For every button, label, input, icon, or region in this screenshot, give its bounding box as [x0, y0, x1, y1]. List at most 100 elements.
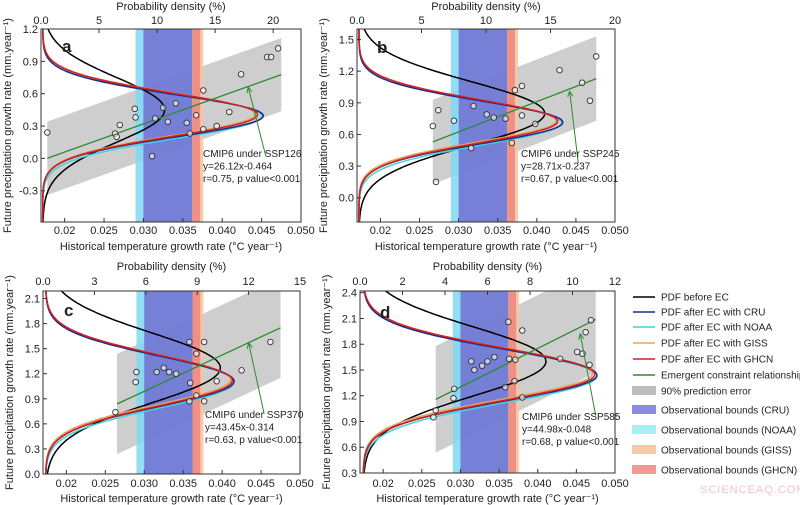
model-point — [450, 395, 457, 402]
model-point — [165, 368, 173, 376]
pdf-curve-ghcn — [45, 291, 234, 474]
model-point — [200, 338, 208, 346]
x-tick-label: 0.02 — [56, 478, 77, 490]
y-tick-label: 1.2 — [342, 391, 357, 403]
prob-tick-label: 15 — [544, 15, 556, 27]
legend-item: Observational bounds (CRU) — [632, 405, 789, 417]
legend-item: Observational bounds (GISS) — [632, 445, 792, 457]
model-point — [483, 111, 491, 118]
model-point — [582, 328, 589, 336]
model-point — [484, 358, 491, 365]
x-tick-label: 0.035 — [169, 225, 197, 237]
model-point — [200, 87, 207, 94]
x-tick-label: 0.035 — [169, 478, 197, 490]
legend-item: PDF after EC with NOAA — [633, 323, 772, 334]
top-axis-title: Probability density (%) — [117, 261, 226, 273]
annotation-text: r=0.63, p value<0.001 — [205, 435, 303, 446]
model-point — [556, 66, 563, 74]
model-point — [267, 53, 275, 61]
x-tick-label: 0.030 — [447, 478, 475, 490]
model-point — [213, 377, 220, 385]
annotation-arrow — [579, 333, 597, 416]
obs-bound-ghcn — [192, 29, 201, 222]
model-point — [468, 358, 475, 365]
arrow-head — [578, 332, 585, 340]
model-point — [471, 366, 478, 374]
model-point — [186, 130, 194, 137]
model-point — [153, 368, 160, 376]
legend: PDF before EC PDF after EC with CRU PDF af… — [632, 293, 800, 477]
prob-tick-label: 6 — [143, 276, 149, 288]
panel-c: 0.02 0.025 0.030 0.035 0.040 0.045 0.050 2.1 1.8… — [4, 261, 314, 505]
x-tick-label: 0.035 — [485, 478, 513, 490]
prob-tick-label: 0.0 — [35, 276, 50, 288]
model-point — [44, 129, 51, 136]
prob-tick-label: 20 — [267, 15, 279, 27]
pdf-curve-before — [42, 29, 166, 222]
arrow-head — [246, 341, 253, 349]
annotation-text: CMIP6 under SSP370 — [205, 410, 304, 421]
legend-label: Observational bounds (NOAA) — [661, 426, 796, 437]
emergent-constraint-line — [47, 74, 282, 159]
y-tick-label: 0.3 — [23, 121, 38, 133]
legend-label: PDF after EC with NOAA — [661, 323, 772, 334]
model-point — [172, 100, 179, 107]
legend-label: PDF after EC with GISS — [661, 339, 768, 350]
y-tick-label: 1.8 — [342, 339, 357, 351]
model-point — [131, 105, 139, 113]
legend-item: 90% prediction error — [632, 386, 752, 398]
annotation-arrow — [247, 87, 267, 156]
x-tick-label: 0.040 — [208, 478, 236, 490]
legend-swatch — [632, 445, 656, 454]
model-point — [512, 356, 519, 363]
model-point — [518, 82, 526, 90]
y-tick-label: 1.5 — [342, 365, 357, 377]
model-point — [519, 327, 526, 334]
legend-swatch — [632, 465, 656, 474]
prob-tick-label: 9 — [194, 276, 200, 288]
panel-letter: b — [377, 38, 387, 57]
panel-letter: c — [64, 301, 73, 320]
y-tick-label: 0.6 — [342, 442, 357, 454]
annotation-text: r=0.68, p value<0.001 — [522, 437, 620, 448]
annotation-arrow — [569, 91, 579, 163]
prob-tick-label: 10 — [566, 276, 578, 288]
model-point — [592, 53, 600, 60]
legend-swatch — [632, 425, 656, 434]
legend-item: PDF after EC with GISS — [633, 339, 768, 350]
model-point — [238, 367, 245, 374]
model-point — [511, 86, 519, 94]
x-tick-label: 0.045 — [248, 225, 276, 237]
legend-item: Observational bounds (NOAA) — [632, 425, 796, 437]
model-point — [133, 368, 140, 376]
model-point — [502, 383, 509, 391]
legend-item: PDF after EC with CRU — [633, 308, 765, 319]
plot-area — [44, 291, 281, 474]
panel-b: 0.02 0.025 0.030 0.035 0.040 0.045 0.050 1.5 1.2… — [318, 1, 629, 253]
x-tick-label: 0.035 — [484, 225, 512, 237]
x-tick-label: 0.040 — [524, 478, 552, 490]
emergent-constraint-line — [116, 327, 281, 405]
model-point — [237, 71, 245, 78]
x-axis-title: Historical temperature growth rate (°C y… — [376, 493, 598, 505]
panel-d: 0.02 0.025 0.030 0.035 0.040 0.045 0.0502.42.1… — [321, 261, 629, 505]
model-point — [112, 408, 119, 416]
model-point — [186, 379, 194, 387]
model-point — [532, 120, 539, 128]
model-point — [451, 385, 458, 393]
model-point — [186, 398, 193, 405]
prob-tick-label: 2 — [399, 276, 405, 288]
x-tick-label: 0.025 — [408, 478, 436, 490]
x-tick-label: 0.030 — [130, 225, 158, 237]
axes-frame — [40, 28, 302, 223]
model-point — [470, 102, 477, 110]
model-point — [573, 348, 581, 356]
pdf-curve-ghcn — [362, 291, 596, 473]
panel-a: 0.02 0.025 0.030 0.035 0.040 0.045 0.050 1.2 0.9… — [2, 1, 315, 253]
prob-tick-label: 15 — [209, 15, 221, 27]
legend-label: Observational bounds (GISS) — [661, 446, 792, 457]
prob-tick-label: 5 — [96, 15, 102, 27]
model-point — [200, 398, 208, 405]
legend-swatch — [632, 386, 656, 395]
x-axis-title: Historical temperature growth rate (°C y… — [60, 493, 282, 505]
